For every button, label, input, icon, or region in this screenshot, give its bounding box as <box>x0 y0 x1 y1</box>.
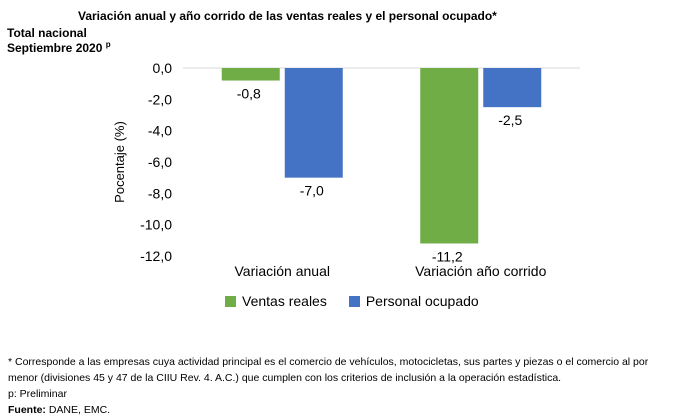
bar-personal-1 <box>483 68 542 108</box>
bar-personal-0 <box>284 68 343 178</box>
x-category-label: Variación anual <box>235 263 330 279</box>
legend-swatch-ventas <box>225 295 236 307</box>
legend-item-personal: Personal ocupado <box>348 293 479 309</box>
chart-subtitle-period: Septiembre 2020 p <box>7 40 111 55</box>
footnote-line-2: menor (divisiones 45 y 47 de la CIIU Rev… <box>8 372 562 384</box>
chart-title: Variación anual y año corrido de las ven… <box>78 9 497 23</box>
y-tick-label: -2,0 <box>148 91 172 107</box>
footnote-preliminar: p: Preliminar <box>8 388 67 400</box>
y-tick-label: -12,0 <box>140 248 172 264</box>
footnote-source: Fuente: DANE, EMC. <box>8 404 111 416</box>
footnote-line-1: * Corresponde a las empresas cuya activi… <box>8 356 649 368</box>
y-tick-label: -8,0 <box>148 185 172 201</box>
bar-chart: 0,0 -2,0 -4,0 -6,0 -8,0 -10,0 -12,0 Pocentaje (… <box>112 60 580 279</box>
bar-ventas-0 <box>221 68 280 81</box>
y-axis-title: Pocentaje (%) <box>112 121 127 203</box>
legend-label-personal: Personal ocupado <box>365 293 479 309</box>
legend-label-ventas: Ventas reales <box>242 293 327 309</box>
chart-subtitle-scope: Total nacional <box>7 26 87 40</box>
y-tick-label: -10,0 <box>140 217 172 233</box>
bar-ventas-1 <box>420 68 479 244</box>
y-tick-label: -6,0 <box>148 154 172 170</box>
data-label: -2,5 <box>498 112 522 128</box>
chart-legend: Ventas reales Personal ocupado <box>225 293 479 309</box>
legend-item-ventas: Ventas reales <box>225 293 327 309</box>
x-category-label: Variación año corrido <box>415 263 546 279</box>
y-tick-label: -4,0 <box>148 123 172 139</box>
data-label: -0,8 <box>237 86 261 102</box>
data-label: -11,2 <box>432 248 463 264</box>
data-label: -7,0 <box>300 183 324 199</box>
legend-swatch-personal <box>348 295 360 307</box>
y-tick-label: 0,0 <box>153 60 173 76</box>
